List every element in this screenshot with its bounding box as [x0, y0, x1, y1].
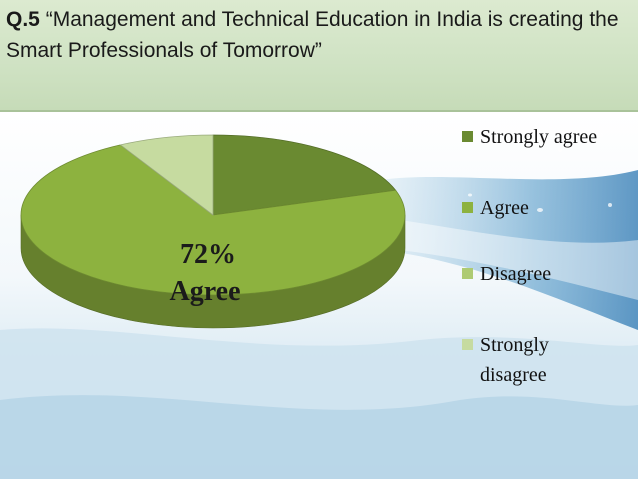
question-number: Q.5: [6, 8, 40, 31]
data-label-category: Agree: [170, 276, 241, 307]
legend-label-agree: Agree: [480, 197, 529, 219]
data-label-percent: 72%: [180, 239, 236, 270]
legend-swatch-strongly-agree: [462, 131, 473, 142]
legend-label-disagree: Disagree: [480, 263, 551, 285]
legend-label-strongly-disagree-line1: Strongly: [480, 334, 549, 356]
chart-legend: Strongly agree Agree Disagree Strongly d…: [462, 126, 597, 386]
title-band: Q.5 “Management and Technical Education …: [0, 0, 638, 112]
legend-swatch-disagree: [462, 268, 473, 279]
legend-label-strongly-disagree-line2: disagree: [480, 364, 547, 386]
question-text: “Management and Technical Education in I…: [6, 8, 619, 62]
pie-slice-strongly-disagree: [119, 134, 214, 216]
pie-slice-agree: [20, 144, 406, 296]
legend-swatch-strongly-disagree: [462, 339, 473, 350]
pie-slice-strongly-agree: [212, 134, 397, 216]
pie-top-faces: [20, 134, 406, 296]
legend-swatch-agree: [462, 202, 473, 213]
legend-label-strongly-agree: Strongly agree: [480, 126, 597, 148]
question-title: Q.5 “Management and Technical Education …: [6, 4, 634, 66]
